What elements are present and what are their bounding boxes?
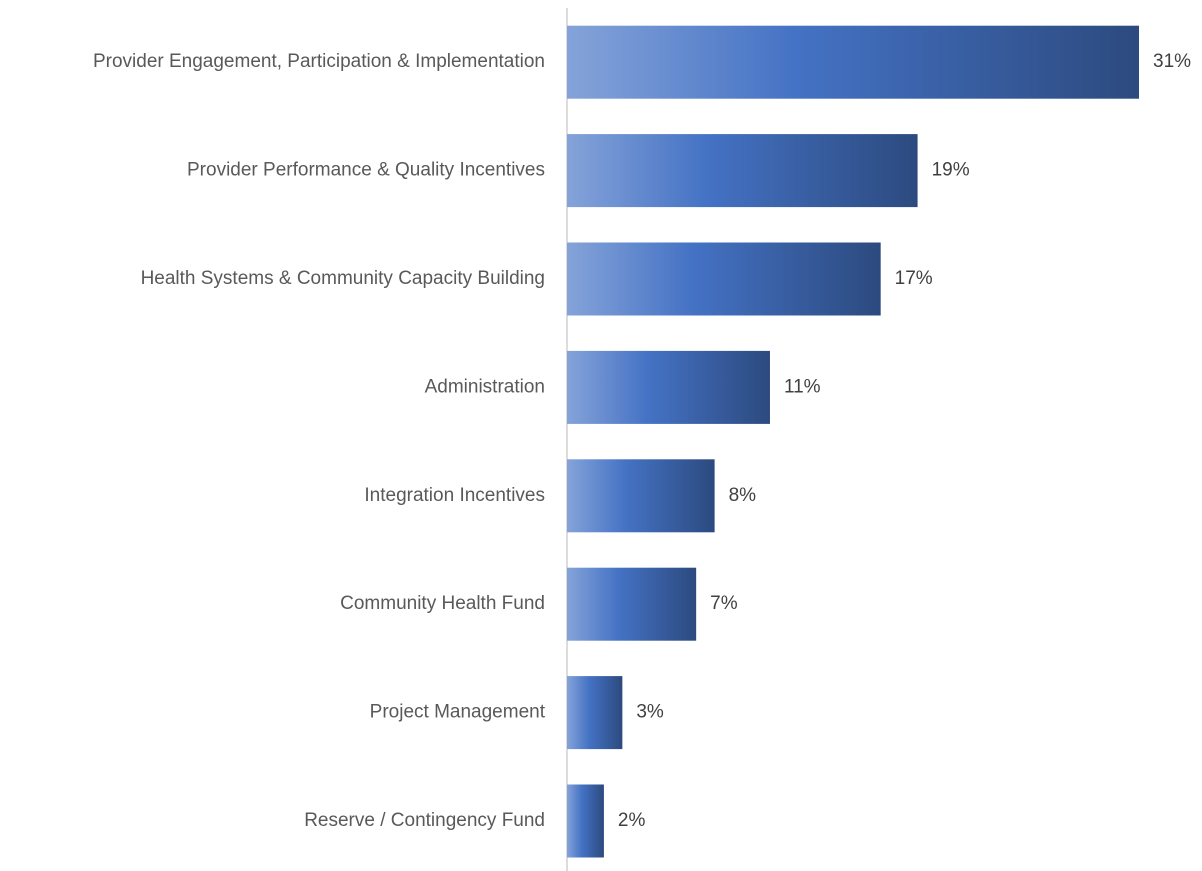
- value-label: 2%: [618, 810, 646, 831]
- category-label: Administration: [425, 376, 545, 397]
- category-label: Provider Performance & Quality Incentive…: [187, 160, 545, 181]
- bar: [567, 25, 1139, 99]
- bar: [567, 784, 604, 858]
- category-label: Health Systems & Community Capacity Buil…: [141, 268, 545, 289]
- value-label: 8%: [729, 485, 757, 506]
- bar: [567, 350, 770, 424]
- value-label: 19%: [932, 160, 970, 181]
- value-label: 3%: [636, 702, 664, 723]
- category-label: Community Health Fund: [340, 593, 545, 614]
- value-label: 17%: [895, 268, 933, 289]
- value-label: 11%: [784, 376, 821, 397]
- category-label: Reserve / Contingency Fund: [304, 810, 545, 831]
- bar: [567, 242, 881, 316]
- bar: [567, 567, 697, 641]
- category-label: Provider Engagement, Participation & Imp…: [93, 51, 545, 72]
- value-label: 7%: [710, 593, 738, 614]
- category-label: Project Management: [370, 702, 546, 723]
- bar: [567, 459, 715, 533]
- category-label: Integration Incentives: [364, 485, 545, 506]
- value-label: 31%: [1153, 51, 1191, 72]
- bar: [567, 134, 918, 208]
- bar: [567, 676, 623, 750]
